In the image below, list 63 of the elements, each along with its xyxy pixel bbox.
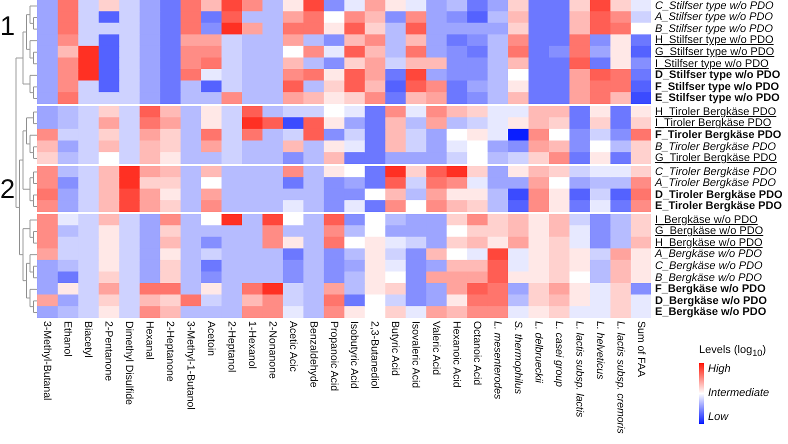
x-tick-label: 1-Hexanol: [246, 321, 258, 369]
y-tick-label: F_Tiroler Bergkäse PDO: [655, 129, 782, 141]
y-tick-label: G_Tiroler Bergkäse PDO: [655, 152, 777, 164]
y-tick-label: F_Bergkäse w/o PDO: [655, 283, 766, 296]
y-tick-label: D_Bergkäse w/o PDO: [655, 294, 767, 307]
y-tick-label: A_Tiroler Bergkäse PDO: [655, 177, 776, 190]
x-tick-label: 2-Heptanone: [164, 321, 176, 382]
x-tick-label: 3-Methyl-1-Butanol: [184, 321, 196, 410]
text: 2: [0, 174, 16, 204]
x-tick-label: L. lactis subsp. lactis: [573, 321, 586, 418]
y-tick-label: H_Tiroler Bergkäse PDO: [655, 106, 776, 118]
y-tick-label: C_Stilfser type w/o PDO: [655, 0, 774, 12]
y-tick-label: B_Tiroler Bergkäse PDO: [655, 140, 776, 153]
y-tick-label: D_Tiroler Bergkäse PDO: [655, 188, 783, 201]
y-tick-label: D_Stilfser type w/o PDO: [655, 69, 780, 82]
y-tick-label: G_Stilfser type w/o PDO: [655, 46, 774, 58]
x-tick-label: Isovaleric Acid: [410, 321, 422, 388]
y-tick-label: C_Bergkäse w/o PDO: [655, 260, 763, 272]
x-tick-label: 3-Methyl-Butanal: [41, 321, 54, 400]
y-tick-label: F_Stilfser type w/o PDO: [655, 80, 780, 93]
y-tick-label: A_Bergkäse w/o PDO: [655, 248, 762, 260]
y-tick-label: B_Bergkäse w/o PDO: [655, 272, 762, 284]
y-tick-label: G_Bergkäse w/o PDO: [655, 225, 764, 238]
x-tick-label: Octanoic Acid: [471, 321, 484, 386]
x-tick-label: Benzaldehyde: [307, 321, 320, 388]
x-tick-label: L. lactis subsp. cremoris: [614, 321, 626, 434]
x-tick-label: Valeric Acid: [430, 321, 442, 376]
x-tick-label: Dimethyl Disulfide: [123, 321, 136, 406]
x-tick-label: Biacetyl: [82, 321, 94, 358]
y-tick-label: E_Stilfser type w/o PDO: [655, 92, 780, 104]
x-tick-label: Propanoic Acid: [328, 321, 340, 392]
x-tick-label: L. delbrueckii: [532, 321, 544, 383]
x-tick-label: 2,3-Butanediol: [368, 321, 381, 389]
x-tick-label: 2-Pentanone: [102, 321, 115, 382]
x-tick-label: Isobutyric Acid: [348, 321, 360, 389]
x-tick-label: Butyric Acid: [389, 321, 402, 376]
y-tick-label: E_Bergkäse w/o PDO: [655, 306, 766, 318]
x-tick-label: S. thermophilus: [512, 321, 524, 394]
x-tick-label: L. mesenterodes: [492, 321, 504, 400]
x-tick-label: 2-Heptanol: [225, 321, 238, 372]
color-bar-label: High: [708, 362, 731, 376]
color-bar-title: Levels (log$_{10}$): [699, 344, 766, 360]
y-tick-label: E_Tiroler Bergkäse PDO: [655, 200, 782, 212]
y-tick-label: A_Stilfser type w/o PDO: [655, 11, 773, 24]
y-tick-label: B_Stilfser type w/o PDO: [655, 22, 773, 35]
x-tick-label: L. casei group: [552, 321, 565, 387]
x-tick-label: Sum of FAA: [634, 321, 647, 378]
y-tick-label: C_Tiroler Bergkäse PDO: [655, 166, 777, 178]
x-tick-label: Acetic Acic: [286, 321, 299, 372]
y-tick-label: I_Tiroler Bergkäse PDO: [655, 117, 772, 130]
color-bar-label: Low: [708, 411, 728, 424]
color-bar-label: Intermediate: [708, 387, 770, 400]
x-tick-label: L. helveticus: [594, 321, 606, 380]
text: 1: [0, 11, 16, 41]
x-tick-label: Ethanol: [62, 321, 74, 357]
x-tick-label: Acetoin: [204, 321, 217, 356]
y-tick-label: I_Bergkäse w/o PDO: [655, 214, 758, 226]
x-tick-label: 2-Nonanone: [266, 321, 278, 379]
y-tick-label: H_Bergkäse w/o PDO: [655, 236, 763, 249]
y-tick-label: H_Stilfser type w/o PDO: [655, 34, 774, 46]
x-tick-label: Hexanal: [144, 321, 156, 360]
x-tick-label: Hexanoic Acid: [450, 321, 463, 388]
y-tick-label: I_Stilfser type w/o PDO: [655, 58, 769, 70]
